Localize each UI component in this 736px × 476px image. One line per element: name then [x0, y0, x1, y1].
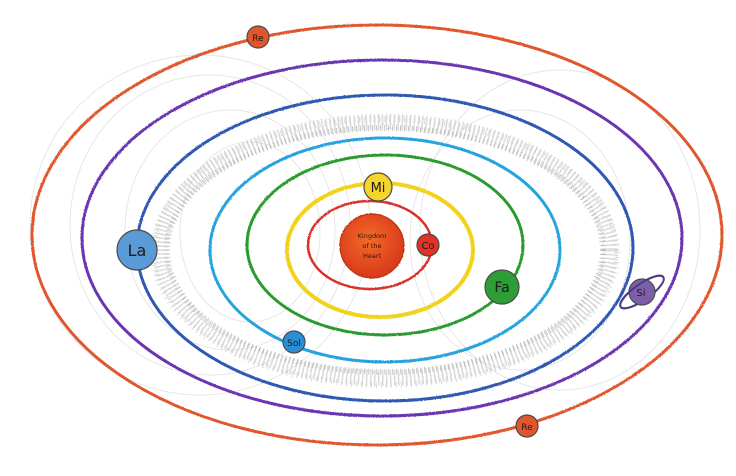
sun-label-line-1: Kingdom: [358, 232, 387, 240]
orbit-light-blue: [208, 136, 562, 364]
planet-si: Si: [619, 274, 665, 310]
planet-mi-label: Mi: [371, 181, 386, 196]
planet-fa: Fa: [484, 269, 520, 305]
planet-re-bottom: Re: [515, 414, 539, 438]
sun: Kingdom of the Heart: [339, 213, 405, 279]
planet-re-top-label: Re: [252, 34, 264, 44]
planet-la-label: La: [128, 241, 147, 260]
planet-co: Co: [416, 233, 440, 257]
orbit-green: [245, 153, 525, 337]
planet-mi: Mi: [363, 172, 393, 202]
orbit-purple: [80, 58, 684, 418]
planet-fa-label: Fa: [494, 280, 509, 296]
planet-re-bottom-label: Re: [521, 423, 533, 433]
planet-sol-label: Sol: [287, 339, 301, 349]
planet-re-top: Re: [246, 25, 270, 49]
planet-la: La: [116, 229, 158, 271]
asteroid-belt: [150, 114, 620, 388]
orbit-outer-red: [30, 23, 724, 447]
planet-co-label: Co: [421, 241, 434, 252]
sun-label-line-2: of the: [363, 242, 382, 250]
planet-sol: Sol: [282, 330, 306, 354]
planet-si-label: Si: [636, 288, 645, 299]
sun-label-line-3: Heart: [363, 252, 382, 260]
